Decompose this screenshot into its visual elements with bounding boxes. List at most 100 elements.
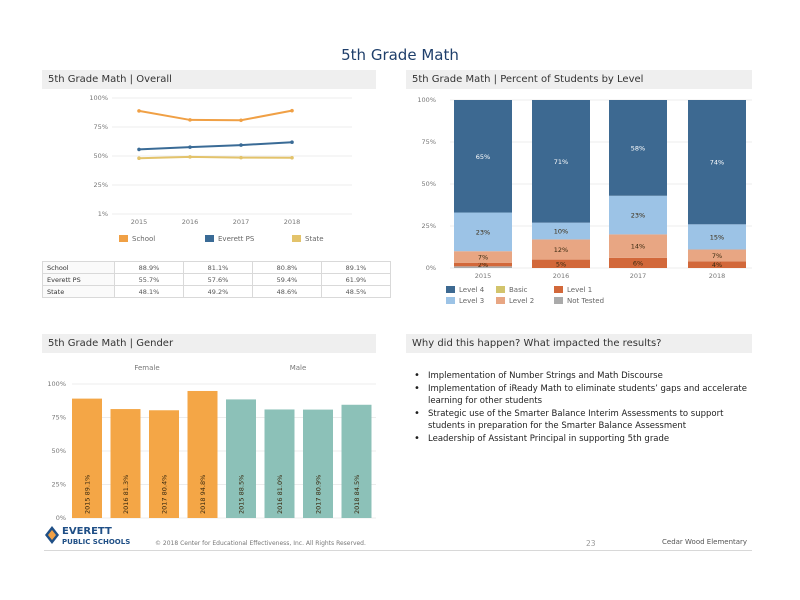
gender-bar-label: 2018 94.8% — [199, 475, 207, 514]
legend-swatch — [446, 297, 455, 304]
bar-data-label: 2% — [478, 261, 488, 269]
level-panel-header: 5th Grade Math | Percent of Students by … — [406, 70, 752, 89]
data-point-everett-ps — [290, 140, 294, 144]
legend-swatch — [554, 297, 563, 304]
bar-data-label: 4% — [712, 261, 722, 269]
why-list: Implementation of Number Strings and Mat… — [412, 370, 752, 446]
gender-bar-male — [264, 409, 295, 518]
bar-data-label: 65% — [476, 153, 490, 161]
bar-data-label: 15% — [710, 233, 724, 241]
bar-data-label: 7% — [478, 254, 488, 262]
overall-line-chart: 100% 75% 50% 25% 1% 2015 2016 2017 2018 — [89, 94, 352, 226]
gender-bar-label: 2015 89.1% — [84, 475, 92, 514]
bar-segment-not-tested — [454, 266, 512, 268]
level-y-tick: 100% — [417, 96, 436, 104]
overall-legend: School Everett PS State — [42, 233, 376, 245]
overall-x-tick: 2015 — [131, 218, 148, 226]
slide-title: 5th Grade Math — [341, 46, 459, 64]
table-row: School 88.9% 81.1% 80.8% 89.1% — [42, 261, 391, 274]
gender-y-tick: 75% — [52, 414, 66, 422]
legend-item-state: State — [292, 235, 324, 243]
legend-item-not-tested: Not Tested — [554, 297, 604, 305]
legend-label: Everett PS — [218, 235, 255, 243]
legend-swatch — [446, 286, 455, 293]
legend-label: Basic — [509, 286, 528, 294]
why-list-item: Implementation of Number Strings and Mat… — [412, 370, 752, 382]
gender-bar-chart: 100% 75% 50% 25% 0% Female Male 2015 89.1% 2016 … — [47, 364, 376, 522]
bar-segment-level-2 — [688, 249, 746, 262]
legend-label: Level 3 — [459, 297, 485, 305]
why-list-item: Leadership of Assistant Principal in sup… — [412, 433, 752, 445]
bar-data-label: 23% — [476, 228, 490, 236]
bar-data-label: 5% — [556, 260, 566, 268]
table-cell: 48.6% — [252, 285, 322, 298]
bar-segment-level-4 — [688, 100, 746, 225]
gender-y-tick: 100% — [47, 380, 66, 388]
bar-segment-level-3 — [688, 224, 746, 250]
table-cell: 80.8% — [252, 261, 322, 274]
why-list-item: Implementation of iReady Math to elimina… — [412, 383, 752, 407]
overall-panel-header: 5th Grade Math | Overall — [42, 70, 376, 89]
bar-data-label: 6% — [633, 259, 643, 267]
bar-data-label: 71% — [554, 158, 568, 166]
gender-bar-label: 2017 80.4% — [161, 475, 169, 514]
bar-data-label: 58% — [631, 144, 645, 152]
legend-item-basic: Basic — [496, 286, 528, 294]
school-name: Cedar Wood Elementary — [662, 538, 748, 546]
bar-segment-level-1 — [688, 261, 746, 268]
level-x-tick: 2018 — [709, 272, 726, 280]
legend-swatch — [554, 286, 563, 293]
bar-segment-level-1 — [454, 262, 512, 267]
bar-data-label: 10% — [554, 228, 568, 236]
gender-bar-label: 2016 81.3% — [122, 475, 130, 514]
bar-segment-level-1 — [532, 259, 590, 268]
overall-x-tick: 2017 — [233, 218, 250, 226]
bar-data-label: 12% — [554, 246, 568, 254]
bar-segment-level-3 — [532, 222, 590, 240]
gender-bar-female — [110, 409, 141, 518]
bar-segment-level-4 — [454, 100, 512, 213]
table-cell: 89.1% — [321, 261, 391, 274]
gender-group-label: Female — [134, 364, 159, 372]
gender-y-tick: 50% — [52, 447, 66, 455]
legend-item-level-1: Level 1 — [554, 286, 592, 294]
logo-text: EVERETT — [62, 526, 112, 537]
why-list-item: Strategic use of the Smarter Balance Int… — [412, 408, 752, 432]
everett-logo-icon — [45, 526, 59, 544]
bar-segment-level-3 — [609, 195, 667, 235]
table-cell: 57.6% — [183, 273, 253, 286]
table-row: Everett PS 55.7% 57.6% 59.4% 61.9% — [42, 273, 391, 286]
table-cell: 88.9% — [114, 261, 184, 274]
overall-x-tick: 2018 — [284, 218, 301, 226]
series-line-school — [138, 109, 293, 122]
legend-label: Not Tested — [567, 297, 605, 305]
bar-segment-level-2 — [532, 239, 590, 260]
legend-swatch — [119, 235, 128, 242]
gender-panel-header: 5th Grade Math | Gender — [42, 334, 376, 353]
table-row: State 48.1% 49.2% 48.6% 48.5% — [42, 285, 391, 298]
level-legend: Level 4 Basic Level 1 Level 3 Level 2 Not Tes… — [406, 285, 752, 309]
overall-y-tick: 100% — [89, 94, 108, 102]
legend-item-level-4: Level 4 — [446, 286, 484, 294]
legend-label: Level 1 — [567, 286, 593, 294]
data-point-state — [239, 155, 243, 160]
table-cell: 49.2% — [183, 285, 253, 298]
legend-item-level-3: Level 3 — [446, 297, 484, 305]
level-y-tick: 50% — [422, 180, 436, 188]
gender-bar-label: 2015 88.5% — [238, 475, 246, 514]
level-x-tick: 2017 — [630, 272, 647, 280]
page-number: 23 — [586, 539, 596, 548]
data-point-school — [290, 108, 294, 113]
level-x-tick: 2015 — [475, 272, 492, 280]
data-point-school — [137, 109, 141, 113]
data-point-state — [188, 155, 192, 159]
bar-segment-level-1 — [609, 257, 667, 268]
level-x-tick: 2016 — [553, 272, 570, 280]
bar-data-label: 23% — [631, 212, 645, 220]
legend-label: Level 4 — [459, 286, 485, 294]
table-row-header: School — [42, 261, 115, 274]
table-cell: 61.9% — [321, 273, 391, 286]
legend-label: Level 2 — [509, 297, 535, 305]
table-cell: 81.1% — [183, 261, 253, 274]
legend-label: School — [132, 235, 156, 243]
